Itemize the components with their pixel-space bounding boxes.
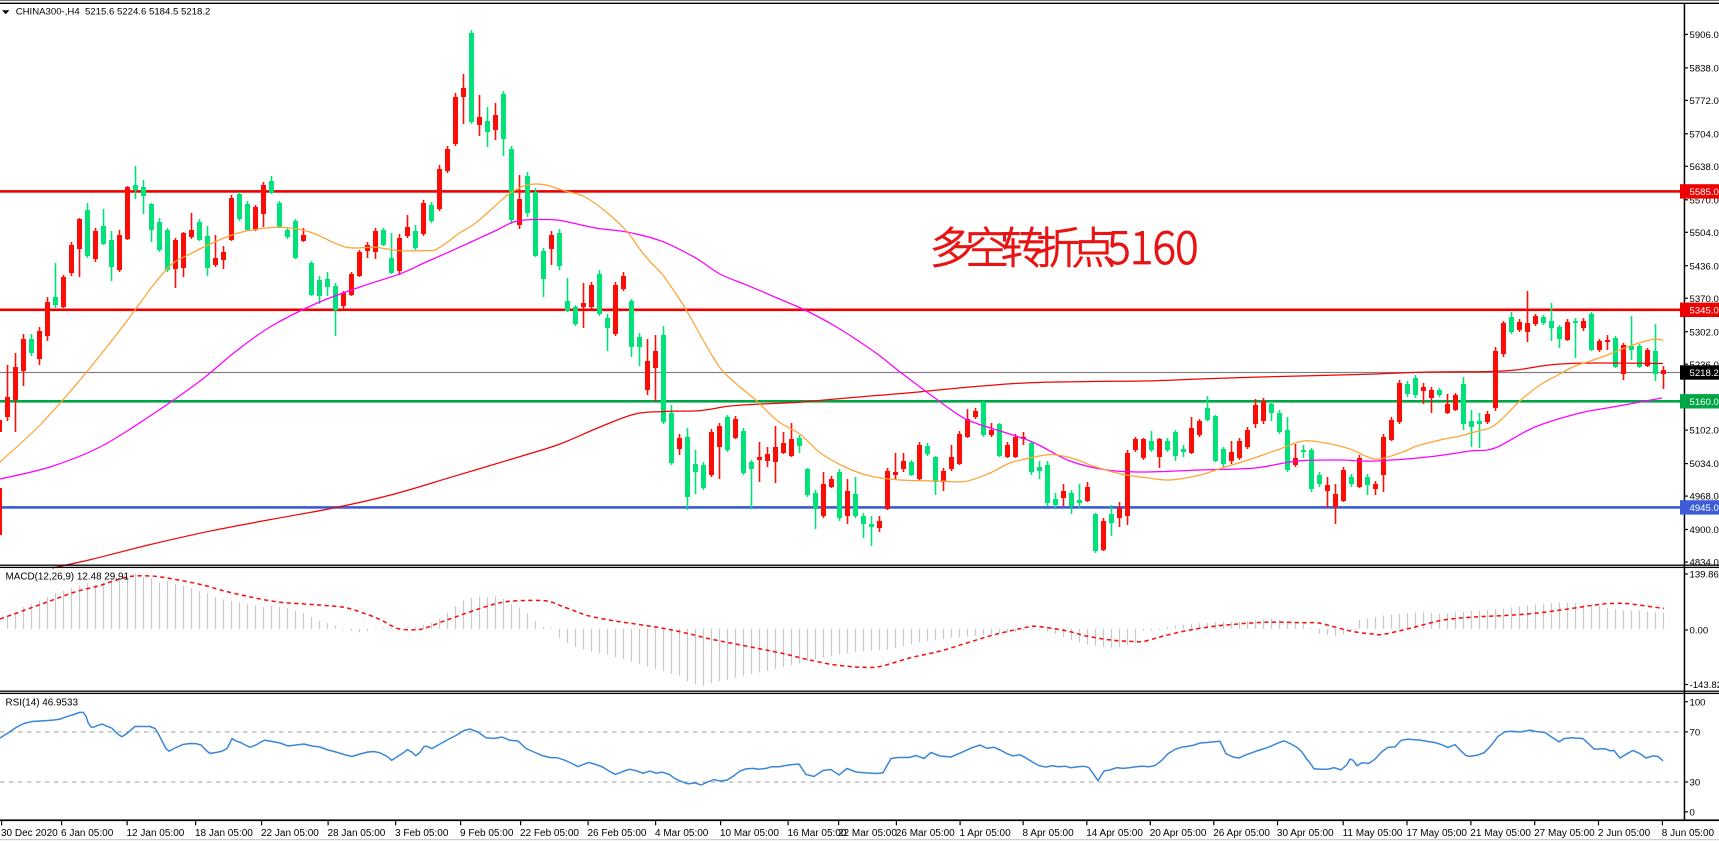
svg-text:-143.82: -143.82	[1690, 680, 1719, 691]
svg-text:5638.0: 5638.0	[1690, 162, 1719, 173]
svg-text:2 Jun 05:00: 2 Jun 05:00	[1598, 828, 1651, 839]
svg-text:22 Jan 05:00: 22 Jan 05:00	[261, 828, 319, 839]
svg-text:10 Mar 05:00: 10 Mar 05:00	[720, 828, 779, 839]
svg-text:22 Mar 05:00: 22 Mar 05:00	[838, 828, 897, 839]
svg-text:11 May 05:00: 11 May 05:00	[1343, 828, 1403, 839]
svg-text:14 Apr 05:00: 14 Apr 05:00	[1086, 828, 1143, 839]
svg-text:26 Feb 05:00: 26 Feb 05:00	[588, 828, 647, 839]
svg-text:4834.0: 4834.0	[1690, 558, 1719, 569]
svg-text:22 Feb 05:00: 22 Feb 05:00	[520, 828, 579, 839]
svg-text:5218.2: 5218.2	[1690, 368, 1719, 379]
svg-text:5570.0: 5570.0	[1690, 195, 1719, 206]
svg-text:5160.0: 5160.0	[1690, 397, 1719, 408]
svg-text:5585.0: 5585.0	[1690, 187, 1719, 198]
svg-text:70: 70	[1690, 728, 1701, 739]
svg-text:17 May 05:00: 17 May 05:00	[1406, 828, 1467, 839]
svg-text:16 Mar 05:00: 16 Mar 05:00	[788, 828, 847, 839]
svg-text:4945.0: 4945.0	[1690, 503, 1719, 514]
svg-text:5906.0: 5906.0	[1690, 30, 1719, 41]
svg-text:0: 0	[1690, 807, 1695, 818]
svg-text:5504.0: 5504.0	[1690, 228, 1719, 239]
svg-text:18 Jan 05:00: 18 Jan 05:00	[195, 828, 253, 839]
svg-text:4900.0: 4900.0	[1690, 525, 1719, 536]
svg-text:12 Jan 05:00: 12 Jan 05:00	[127, 828, 185, 839]
svg-text:30 Dec 2020: 30 Dec 2020	[1, 828, 58, 839]
svg-text:26 Mar 05:00: 26 Mar 05:00	[896, 828, 955, 839]
svg-text:27 May 05:00: 27 May 05:00	[1534, 828, 1595, 839]
svg-text:1 Apr 05:00: 1 Apr 05:00	[960, 828, 1012, 839]
svg-text:0.00: 0.00	[1690, 626, 1709, 637]
svg-text:28 Jan 05:00: 28 Jan 05:00	[328, 828, 386, 839]
svg-text:CHINA300-,H4 5215.6 5224.6 51: CHINA300-,H4 5215.6 5224.6 5184.5 5218.2	[16, 7, 211, 18]
svg-text:30: 30	[1690, 778, 1701, 789]
svg-text:20 Apr 05:00: 20 Apr 05:00	[1150, 828, 1207, 839]
svg-text:5436.0: 5436.0	[1690, 261, 1719, 272]
svg-text:5302.0: 5302.0	[1690, 327, 1719, 338]
svg-text:5772.0: 5772.0	[1690, 96, 1719, 107]
svg-text:8 Apr 05:00: 8 Apr 05:00	[1023, 828, 1075, 839]
svg-text:4 Mar 05:00: 4 Mar 05:00	[655, 828, 709, 839]
svg-text:3 Feb 05:00: 3 Feb 05:00	[395, 828, 449, 839]
svg-text:5102.0: 5102.0	[1690, 426, 1719, 437]
svg-text:30 Apr 05:00: 30 Apr 05:00	[1277, 828, 1334, 839]
svg-text:139.86: 139.86	[1690, 570, 1719, 581]
svg-text:8 Jun 05:00: 8 Jun 05:00	[1662, 828, 1715, 839]
svg-text:5704.0: 5704.0	[1690, 129, 1719, 140]
svg-text:5345.0: 5345.0	[1690, 305, 1719, 316]
svg-text:5838.0: 5838.0	[1690, 64, 1719, 75]
svg-text:6 Jan 05:00: 6 Jan 05:00	[61, 828, 114, 839]
svg-text:MACD(12,26,9) 12.48 29.91: MACD(12,26,9) 12.48 29.91	[6, 571, 130, 582]
svg-text:9 Feb 05:00: 9 Feb 05:00	[460, 828, 514, 839]
svg-text:26 Apr 05:00: 26 Apr 05:00	[1213, 828, 1270, 839]
svg-text:100: 100	[1690, 697, 1706, 708]
svg-text:5370.0: 5370.0	[1690, 294, 1719, 305]
svg-text:RSI(14) 46.9533: RSI(14) 46.9533	[6, 697, 79, 708]
svg-text:4968.0: 4968.0	[1690, 492, 1719, 503]
svg-text:21 May 05:00: 21 May 05:00	[1470, 828, 1531, 839]
svg-text:5034.0: 5034.0	[1690, 459, 1719, 470]
